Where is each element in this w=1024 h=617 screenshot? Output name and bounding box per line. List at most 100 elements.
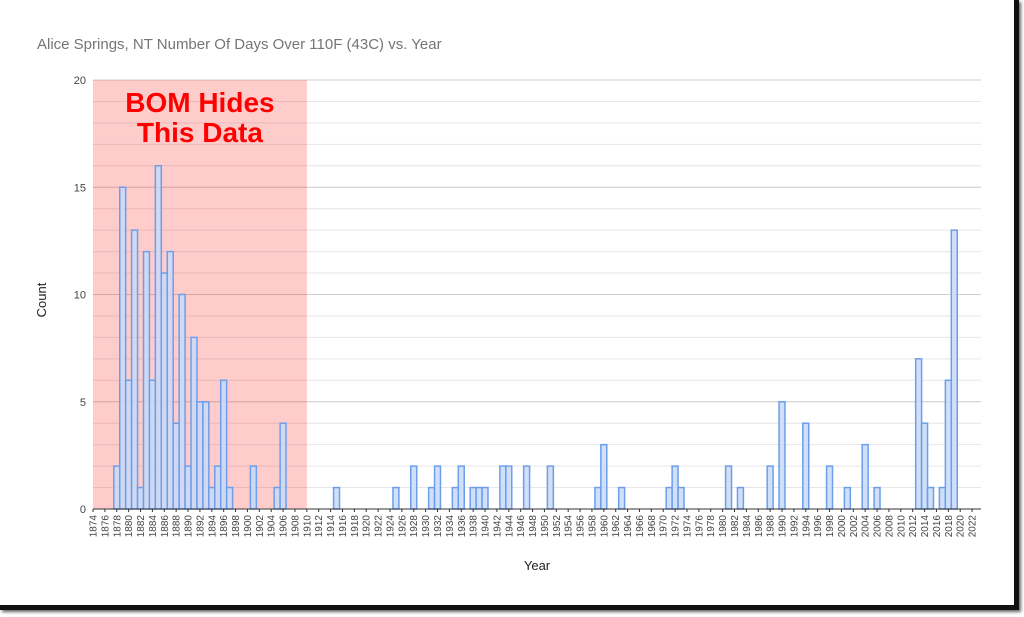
bar bbox=[522, 465, 531, 510]
x-tick-label: 1956 bbox=[576, 515, 587, 538]
bar bbox=[332, 486, 341, 510]
x-tick-label: 1994 bbox=[801, 515, 812, 538]
bar bbox=[136, 486, 145, 510]
x-tick-label: 1888 bbox=[172, 515, 183, 538]
x-tick-label: 1972 bbox=[671, 515, 682, 538]
bar bbox=[469, 486, 477, 510]
x-tick-label: 1878 bbox=[112, 515, 123, 538]
bar bbox=[249, 465, 258, 510]
bar bbox=[219, 379, 228, 510]
bar bbox=[499, 465, 507, 510]
x-tick-label: 2004 bbox=[861, 515, 872, 538]
x-tick-label: 1914 bbox=[326, 515, 337, 538]
x-tick-label: 1924 bbox=[385, 515, 396, 538]
x-tick-label: 1990 bbox=[778, 515, 789, 538]
bar bbox=[546, 465, 555, 510]
bar bbox=[160, 272, 168, 510]
x-tick-label: 1936 bbox=[457, 515, 468, 538]
bar bbox=[671, 465, 679, 510]
x-tick-label: 1946 bbox=[516, 515, 527, 538]
x-tick-label: 1978 bbox=[706, 515, 717, 538]
bar bbox=[843, 486, 852, 510]
x-tick-label: 1890 bbox=[184, 515, 195, 538]
bar bbox=[392, 486, 400, 510]
chart: Alice Springs, NT Number Of Days Over 11… bbox=[34, 36, 981, 573]
y-tick-label: 10 bbox=[74, 290, 86, 302]
x-tick-label: 1928 bbox=[409, 515, 420, 538]
x-tick-label: 1892 bbox=[195, 515, 206, 538]
bar bbox=[208, 486, 216, 510]
x-tick-label: 1976 bbox=[694, 515, 705, 538]
x-tick-label: 2014 bbox=[920, 515, 931, 538]
x-tick-label: 1982 bbox=[730, 515, 741, 538]
x-tick-label: 1964 bbox=[623, 515, 634, 538]
x-tick-label: 1970 bbox=[659, 515, 670, 538]
x-tick-label: 2010 bbox=[896, 515, 907, 538]
bar bbox=[166, 250, 174, 510]
bar bbox=[172, 422, 180, 510]
bar bbox=[190, 336, 198, 510]
annotation-text: BOM Hides bbox=[125, 87, 274, 118]
y-tick-label: 20 bbox=[74, 75, 86, 87]
x-tick-label: 2000 bbox=[837, 515, 848, 538]
x-tick-label: 1948 bbox=[528, 515, 539, 538]
x-tick-label: 1918 bbox=[350, 515, 361, 538]
x-tick-label: 1950 bbox=[540, 515, 551, 538]
bar bbox=[118, 186, 127, 510]
x-tick-label: 1912 bbox=[314, 515, 325, 538]
bar bbox=[505, 465, 513, 510]
x-tick-label: 1908 bbox=[290, 515, 301, 538]
bar bbox=[279, 422, 287, 510]
bar bbox=[802, 422, 810, 510]
bar bbox=[938, 486, 947, 510]
x-tick-label: 1984 bbox=[742, 515, 753, 538]
bar bbox=[433, 465, 442, 510]
bar bbox=[665, 486, 673, 510]
x-tick-label: 1998 bbox=[825, 515, 836, 538]
x-tick-label: 1922 bbox=[374, 515, 385, 538]
x-tick-label: 1896 bbox=[219, 515, 230, 538]
chart-title: Alice Springs, NT Number Of Days Over 11… bbox=[37, 36, 442, 53]
bar bbox=[184, 465, 192, 510]
x-tick-label: 1934 bbox=[445, 515, 456, 538]
x-axis-label: Year bbox=[524, 558, 551, 573]
bar bbox=[130, 229, 139, 510]
x-tick-label: 1986 bbox=[754, 515, 765, 538]
bar bbox=[778, 401, 786, 510]
bar bbox=[214, 465, 222, 510]
bar bbox=[154, 165, 163, 510]
annotation-text: This Data bbox=[137, 117, 263, 148]
x-tick-label: 1906 bbox=[279, 515, 290, 538]
x-tick-label: 1996 bbox=[813, 515, 824, 538]
x-tick-label: 1974 bbox=[682, 515, 693, 538]
bar bbox=[677, 486, 685, 510]
bar bbox=[202, 401, 210, 510]
x-tick-label: 1954 bbox=[564, 515, 575, 538]
x-tick-label: 1916 bbox=[338, 515, 349, 538]
bar bbox=[427, 486, 436, 510]
x-tick-label: 2018 bbox=[944, 515, 955, 538]
x-tick-label: 1882 bbox=[136, 515, 147, 538]
bar bbox=[920, 422, 929, 510]
bar bbox=[617, 486, 626, 510]
y-tick-label: 5 bbox=[80, 397, 86, 409]
x-tick-label: 1886 bbox=[160, 515, 171, 538]
bar bbox=[451, 486, 460, 510]
x-tick-label: 1968 bbox=[647, 515, 658, 538]
x-tick-label: 1876 bbox=[100, 515, 111, 538]
x-tick-label: 1992 bbox=[789, 515, 800, 538]
x-tick-label: 1884 bbox=[148, 515, 159, 538]
x-tick-label: 1904 bbox=[267, 515, 278, 538]
bar bbox=[950, 229, 958, 510]
x-tick-label: 1942 bbox=[492, 515, 503, 538]
x-tick-label: 2006 bbox=[873, 515, 884, 538]
bar bbox=[481, 486, 489, 510]
x-tick-label: 1938 bbox=[469, 515, 480, 538]
bar bbox=[926, 486, 935, 510]
bar bbox=[825, 465, 834, 510]
bar bbox=[225, 486, 234, 510]
x-tick-label: 2020 bbox=[956, 515, 967, 538]
x-tick-label: 1898 bbox=[231, 515, 242, 538]
x-tick-label: 1966 bbox=[635, 515, 646, 538]
